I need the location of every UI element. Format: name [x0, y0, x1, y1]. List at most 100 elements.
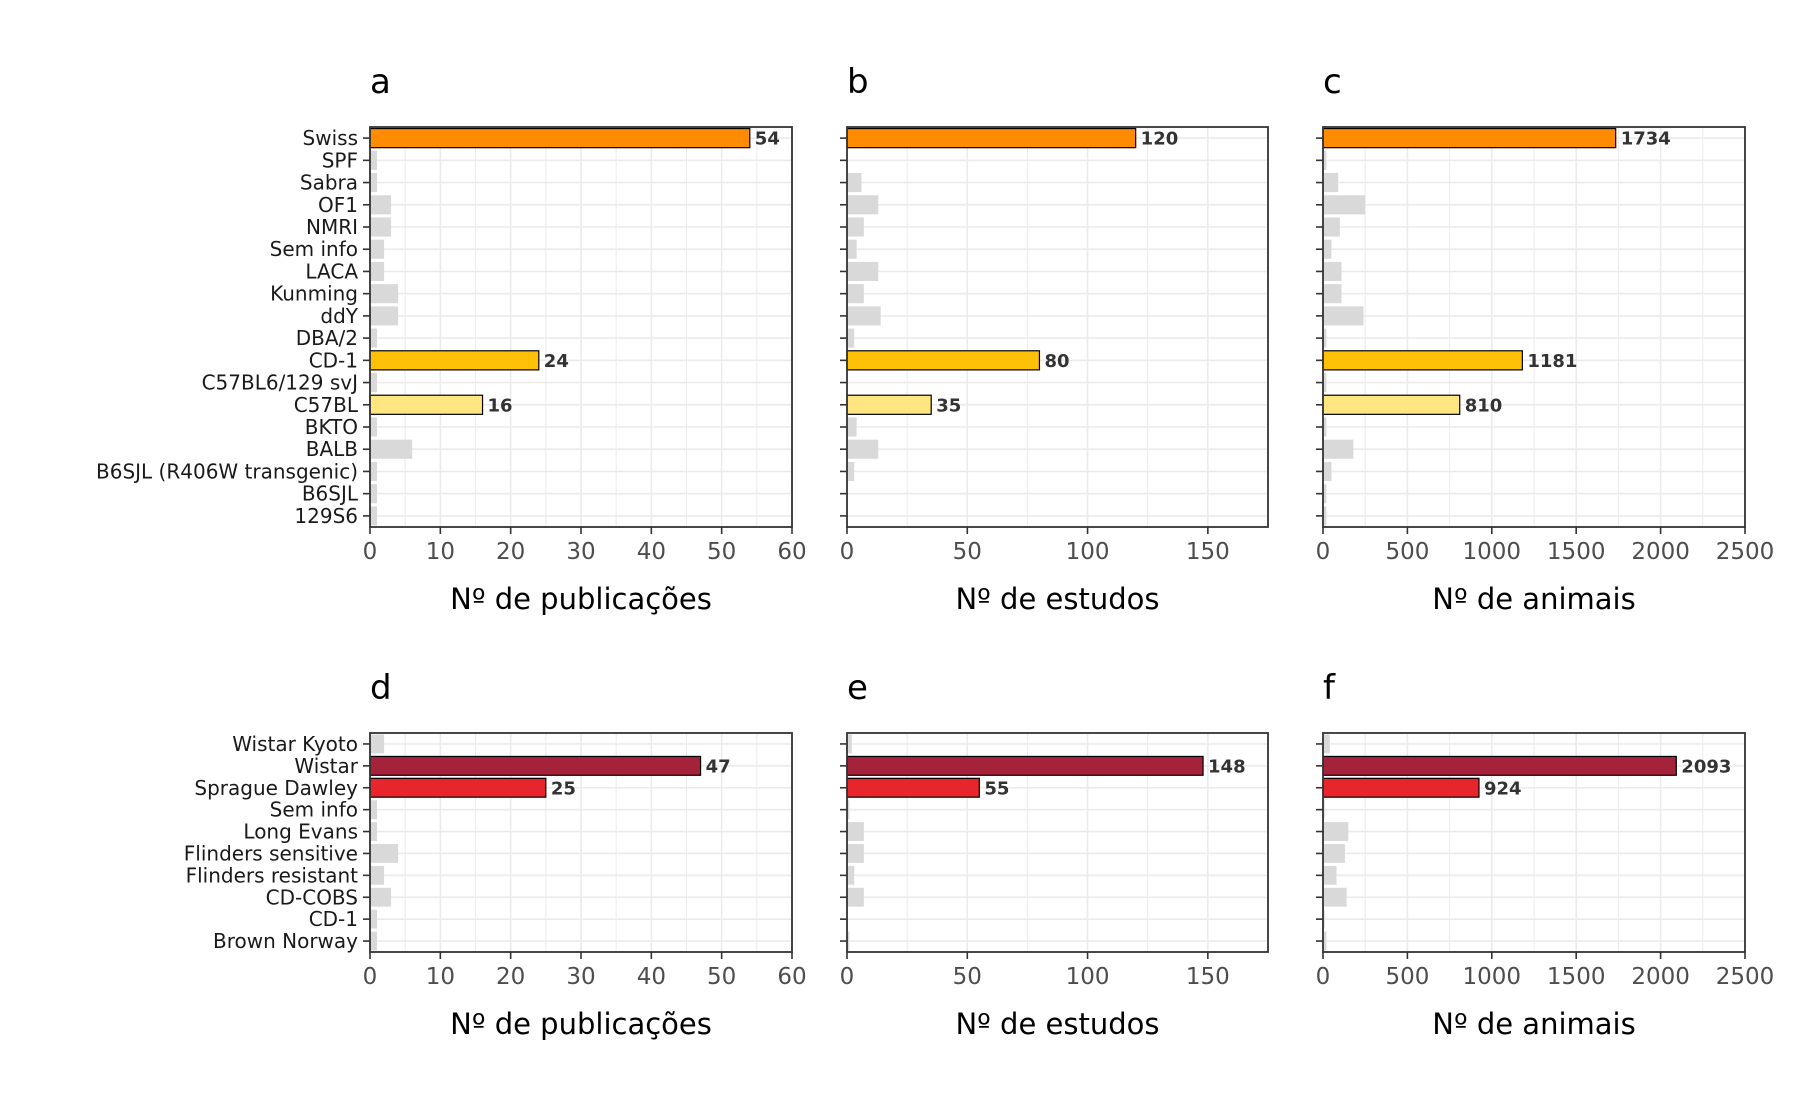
- bar: [369, 755, 702, 776]
- category-label: SPF: [322, 148, 358, 172]
- bar: [370, 931, 378, 951]
- bar: [847, 734, 852, 754]
- panel-e: e 148 55 0 50 100 150 Nº de estudos: [840, 668, 1269, 1041]
- category-label: Sem info: [270, 798, 358, 822]
- category-label: Flinders resistant: [186, 863, 359, 887]
- bar: [369, 350, 540, 371]
- x-tick-label: 20: [496, 964, 525, 990]
- bar: [846, 777, 980, 798]
- bar: [847, 461, 855, 481]
- panel-letter: e: [847, 668, 868, 708]
- bar: [1322, 777, 1480, 798]
- category-label: Sem info: [270, 237, 358, 261]
- bar: [1322, 755, 1677, 776]
- category-label: Swiss: [303, 126, 358, 150]
- bar: [1323, 822, 1349, 841]
- x-tick-label: 100: [1066, 964, 1110, 990]
- category-label: CD-COBS: [266, 885, 358, 909]
- bar: [370, 844, 399, 863]
- bar: [370, 150, 378, 170]
- data-label: 25: [551, 778, 576, 799]
- bar: [846, 394, 932, 415]
- x-tick-label: 1500: [1547, 539, 1606, 565]
- bar: [370, 439, 413, 459]
- x-axis-title: Nº de publicações: [450, 1007, 712, 1041]
- category-label: NMRI: [306, 215, 358, 239]
- category-label: BALB: [306, 437, 358, 461]
- bar: [847, 328, 855, 348]
- category-label: B6SJL (R406W transgenic): [96, 459, 358, 483]
- category-label: Wistar: [294, 754, 358, 778]
- bar: [370, 217, 392, 237]
- data-label: 35: [936, 395, 961, 416]
- data-label: 47: [706, 756, 731, 777]
- category-label: Sabra: [300, 171, 358, 195]
- x-tick-label: 40: [637, 539, 666, 565]
- data-label: 16: [488, 395, 513, 416]
- bar: [370, 306, 399, 326]
- bar: [370, 195, 392, 215]
- x-tick-label: 0: [1316, 539, 1331, 565]
- category-label: Flinders sensitive: [184, 841, 358, 865]
- bar: [1322, 350, 1523, 371]
- bar: [369, 394, 484, 415]
- bar: [847, 284, 864, 304]
- bar: [370, 506, 378, 526]
- category-label: OF1: [318, 193, 358, 217]
- bar: [370, 417, 378, 437]
- bar: [369, 777, 547, 798]
- x-tick-label: 1000: [1463, 964, 1522, 990]
- x-tick-label: 2500: [1716, 539, 1775, 565]
- bar: [846, 127, 1137, 149]
- bar: [370, 173, 378, 193]
- category-label: DBA/2: [296, 326, 358, 350]
- bar: [1323, 887, 1347, 907]
- bar: [1323, 150, 1327, 170]
- panel-letter: c: [1323, 62, 1342, 102]
- x-tick-label: 0: [840, 539, 855, 565]
- bar: [1323, 328, 1327, 348]
- bar: [846, 350, 1041, 371]
- bar: [847, 822, 864, 841]
- category-label: Kunming: [270, 282, 358, 306]
- x-tick-label: 150: [1186, 964, 1230, 990]
- bar: [847, 195, 879, 215]
- bar: [1323, 461, 1332, 481]
- bar: [846, 755, 1204, 776]
- panel-frame: [1322, 126, 1746, 528]
- bar: [369, 127, 751, 149]
- bar: [370, 484, 378, 504]
- data-label: 1181: [1527, 351, 1577, 372]
- bar: [1323, 195, 1366, 215]
- bar: [370, 261, 385, 281]
- bar: [847, 306, 881, 326]
- panel-f: f 2093 924 0 500 1000 1500 2000 2500 Nº de animai…: [1316, 668, 1775, 1041]
- bar: [847, 173, 862, 193]
- data-label: 120: [1141, 129, 1179, 150]
- category-label: LACA: [305, 259, 358, 283]
- x-tick-label: 30: [566, 964, 595, 990]
- bar: [1323, 217, 1340, 237]
- x-axis-title: Nº de animais: [1432, 1007, 1635, 1041]
- panel-letter: d: [370, 668, 392, 708]
- category-label: Long Evans: [243, 820, 358, 844]
- bar: [847, 261, 879, 281]
- x-tick-label: 0: [1316, 964, 1331, 990]
- bar: [847, 417, 857, 437]
- category-label: CD-1: [309, 907, 358, 931]
- x-tick-label: 40: [637, 964, 666, 990]
- bar: [1323, 484, 1327, 504]
- x-tick-label: 10: [426, 539, 455, 565]
- x-tick-label: 30: [566, 539, 595, 565]
- bar: [370, 734, 385, 754]
- category-label: CD-1: [309, 348, 358, 372]
- data-label: 80: [1044, 351, 1069, 372]
- x-axis-title: Nº de publicações: [450, 582, 712, 616]
- data-label: 54: [755, 129, 780, 150]
- x-tick-label: 60: [777, 964, 806, 990]
- category-label: Wistar Kyoto: [232, 732, 358, 756]
- bar: [1323, 439, 1354, 459]
- x-tick-label: 50: [707, 539, 736, 565]
- category-label: Sprague Dawley: [194, 776, 358, 800]
